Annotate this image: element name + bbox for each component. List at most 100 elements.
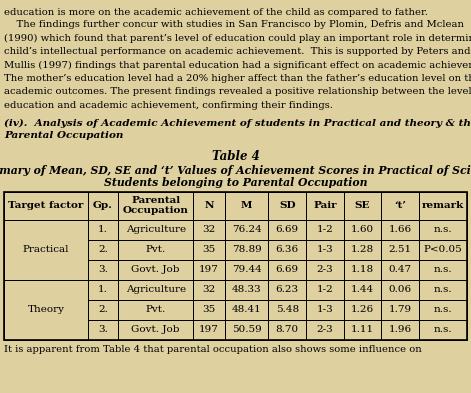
Text: Pvt.: Pvt. [146,245,166,254]
Bar [4,279,88,340]
Text: 3.: 3. [98,265,108,274]
Bar [193,191,225,220]
Bar [344,239,382,259]
Text: 1.28: 1.28 [351,245,374,254]
Text: 197: 197 [199,265,219,274]
Bar [4,220,88,279]
Bar [382,279,419,299]
Text: child’s intellectual performance on academic achievement.  This is supported by : child’s intellectual performance on acad… [4,47,471,56]
Text: 32: 32 [203,225,216,234]
Text: SE: SE [355,201,370,210]
Bar [344,220,382,239]
Text: P<0.05: P<0.05 [423,245,463,254]
Text: Students belonging to Parental Occupation: Students belonging to Parental Occupatio… [104,178,367,189]
Bar [225,279,268,299]
Text: 2.51: 2.51 [389,245,412,254]
Text: N: N [204,201,214,210]
Text: 3.: 3. [98,325,108,334]
Text: remark: remark [422,201,464,210]
Bar [268,320,306,340]
Text: 32: 32 [203,285,216,294]
Bar [344,259,382,279]
Bar [88,320,118,340]
Bar [382,259,419,279]
Bar [306,239,344,259]
Bar [344,279,382,299]
Text: 6.69: 6.69 [276,225,299,234]
Text: 76.24: 76.24 [232,225,262,234]
Text: Mullis (1997) findings that parental education had a significant effect on acade: Mullis (1997) findings that parental edu… [4,61,471,70]
Text: 0.06: 0.06 [389,285,412,294]
Text: Pvt.: Pvt. [146,305,166,314]
Text: 1-2: 1-2 [317,285,333,294]
Text: 48.41: 48.41 [232,305,262,314]
Bar [225,320,268,340]
Bar [4,191,467,340]
Text: It is apparent from Table 4 that parental occupation also shows some influence o: It is apparent from Table 4 that parenta… [4,345,422,353]
Text: 8.70: 8.70 [276,325,299,334]
Bar [419,191,467,220]
Text: Agriculture: Agriculture [126,225,186,234]
Bar [382,239,419,259]
Text: 1.: 1. [98,285,108,294]
Bar [225,191,268,220]
Bar [419,220,467,239]
Text: n.s.: n.s. [434,305,452,314]
Bar [306,299,344,320]
Text: 1.44: 1.44 [351,285,374,294]
Bar [118,299,193,320]
Bar [344,320,382,340]
Text: 2.: 2. [98,245,108,254]
Bar [225,299,268,320]
Bar [382,320,419,340]
Bar [88,279,118,299]
Text: Gp.: Gp. [93,201,113,210]
Text: M: M [241,201,252,210]
Bar [88,239,118,259]
Text: (iv).  Analysis of Academic Achievement of students in Practical and theory & th: (iv). Analysis of Academic Achievement o… [4,119,471,128]
Text: 1-3: 1-3 [317,305,333,314]
Bar [268,299,306,320]
Text: n.s.: n.s. [434,265,452,274]
Text: Theory: Theory [27,305,65,314]
Text: education is more on the academic achievement of the child as compared to father: education is more on the academic achiev… [4,8,428,17]
Text: 35: 35 [203,305,216,314]
Bar [118,191,193,220]
Text: 6.69: 6.69 [276,265,299,274]
Bar [193,259,225,279]
Bar [88,220,118,239]
Bar [118,220,193,239]
Text: Parental
Occupation: Parental Occupation [122,196,188,215]
Text: Govt. Job: Govt. Job [131,265,180,274]
Bar [88,191,118,220]
Text: Table 4: Table 4 [211,151,260,163]
Bar [268,239,306,259]
Bar [419,299,467,320]
Bar [419,279,467,299]
Bar [268,191,306,220]
Bar [268,259,306,279]
Text: 1.66: 1.66 [389,225,412,234]
Text: 1.79: 1.79 [389,305,412,314]
Bar [382,220,419,239]
Text: 1-2: 1-2 [317,225,333,234]
Bar [193,279,225,299]
Text: 1.18: 1.18 [351,265,374,274]
Bar [118,279,193,299]
Text: The findings further concur with studies in San Francisco by Plomin, Defris and : The findings further concur with studies… [4,20,464,29]
Text: 197: 197 [199,325,219,334]
Bar [118,259,193,279]
Text: 1.60: 1.60 [351,225,374,234]
Text: 1-3: 1-3 [317,245,333,254]
Text: n.s.: n.s. [434,285,452,294]
Bar [419,259,467,279]
Bar [193,320,225,340]
Bar [306,279,344,299]
Text: 1.26: 1.26 [351,305,374,314]
Bar [268,220,306,239]
Bar [344,299,382,320]
Text: 5.48: 5.48 [276,305,299,314]
Text: 2-3: 2-3 [317,325,333,334]
Text: Pair: Pair [313,201,337,210]
Text: education and academic achievement, confirming their findings.: education and academic achievement, conf… [4,101,333,110]
